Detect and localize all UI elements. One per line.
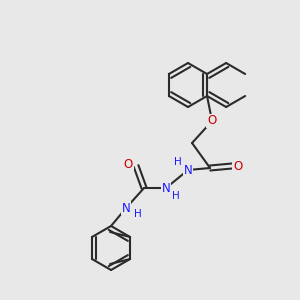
Text: O: O <box>207 115 217 128</box>
Text: H: H <box>174 157 182 167</box>
Text: H: H <box>134 209 142 219</box>
Text: O: O <box>123 158 133 170</box>
Text: N: N <box>184 164 192 176</box>
Text: O: O <box>233 160 243 172</box>
Text: H: H <box>172 191 180 201</box>
Text: N: N <box>162 182 170 194</box>
Text: N: N <box>122 202 130 214</box>
